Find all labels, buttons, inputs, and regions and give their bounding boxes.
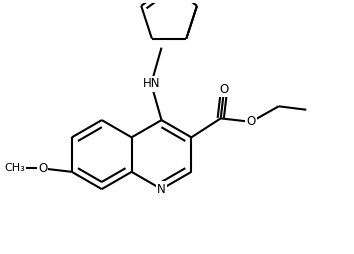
- Text: N: N: [157, 183, 166, 196]
- Text: O: O: [38, 162, 47, 175]
- Text: CH₃: CH₃: [5, 163, 25, 173]
- Text: HN: HN: [142, 77, 160, 90]
- Text: O: O: [219, 83, 229, 96]
- Text: O: O: [246, 115, 256, 128]
